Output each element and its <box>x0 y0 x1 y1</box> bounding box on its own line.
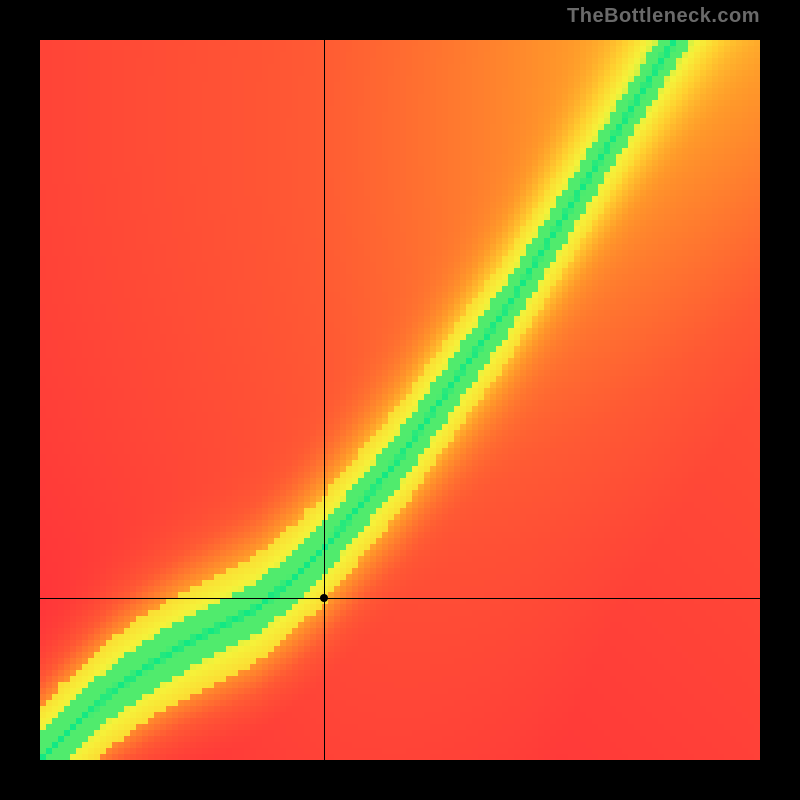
bottleneck-heatmap <box>40 40 760 760</box>
selection-marker <box>320 594 328 602</box>
heatmap-canvas <box>40 40 760 760</box>
crosshair-vertical <box>324 40 325 760</box>
watermark-text: TheBottleneck.com <box>567 5 760 28</box>
crosshair-horizontal <box>40 598 760 599</box>
